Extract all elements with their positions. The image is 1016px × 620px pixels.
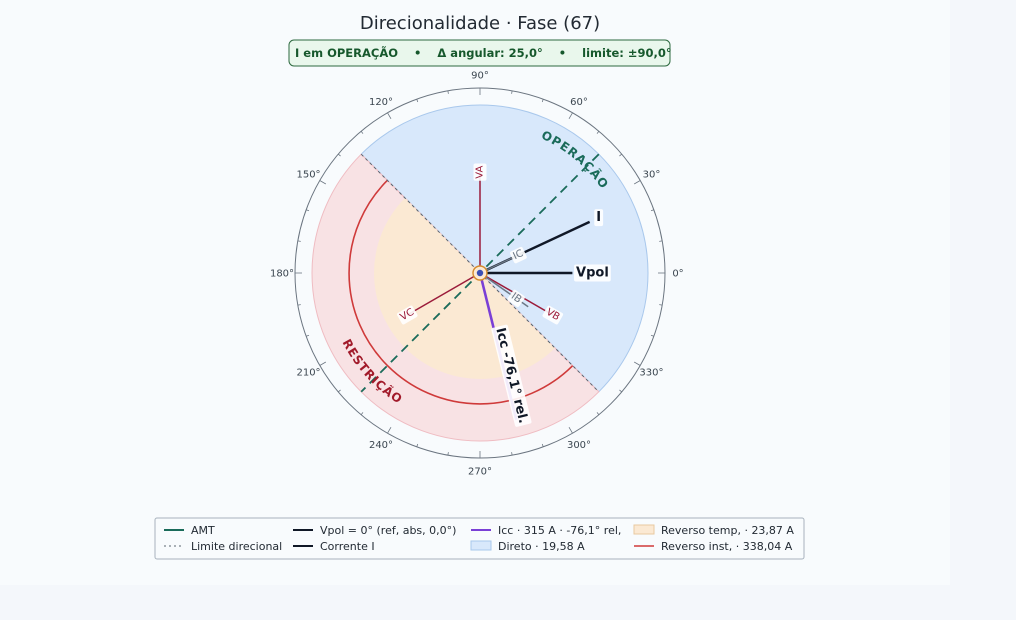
angle-tick — [511, 452, 513, 456]
angle-tick — [619, 389, 622, 393]
angle-tick — [659, 240, 663, 242]
status-badge-delta: Δ angular: 25,0° — [437, 46, 542, 60]
angle-tick — [659, 304, 663, 306]
angle-tick — [360, 412, 364, 415]
chart-title: Direcionalidade · Fase (67) — [360, 13, 600, 34]
angle-tick-label: 180° — [270, 269, 294, 280]
legend-label: Reverso temp, · 23,87 A — [661, 524, 794, 537]
legend-label: AMT — [191, 524, 215, 537]
angle-tick — [511, 90, 513, 94]
angle-tick-label: 210° — [296, 368, 320, 379]
legend-label: Direto · 19,58 A — [498, 540, 585, 553]
angle-tick-label: 150° — [296, 170, 320, 181]
legend-item-rev_inst: Reverso inst, · 338,04 A — [634, 540, 793, 553]
angle-tick — [387, 112, 392, 120]
angle-tick — [306, 209, 310, 212]
status-badge: I em OPERAÇÃO • Δ angular: 25,0° • limit… — [288, 39, 672, 67]
angle-tick — [650, 209, 654, 212]
legend-item-direct: Direto · 19,58 A — [470, 540, 585, 553]
status-badge-limit: limite: ±90,0° — [582, 46, 671, 60]
angle-tick — [568, 112, 573, 120]
angle-tick — [338, 153, 341, 157]
vector-label: VA — [475, 166, 486, 179]
angle-tick-label: 330° — [639, 368, 663, 379]
angle-ticks — [295, 88, 665, 458]
angle-tick-label: 90° — [471, 71, 489, 82]
angle-tick — [338, 389, 341, 393]
angle-tick — [416, 443, 419, 447]
angle-tick — [306, 334, 310, 337]
legend-swatch — [633, 524, 655, 535]
legend-label: Vpol = 0° (ref, abs, 0,0°) — [320, 524, 456, 537]
status-badge-sep-1: • — [414, 46, 421, 60]
angle-tick — [633, 361, 641, 366]
status-badge-text: I em OPERAÇÃO • Δ angular: 25,0° • limit… — [295, 45, 672, 60]
legend-item-limit: Limite direcional — [164, 540, 282, 553]
angle-tick — [387, 426, 392, 434]
angle-tick — [297, 304, 301, 306]
legend-label: Icc · 315 A · -76,1° rel, — [498, 524, 621, 537]
angle-tick — [319, 361, 327, 366]
legend-label: Reverso inst, · 338,04 A — [661, 540, 793, 553]
angle-tick-label: 30° — [643, 170, 661, 181]
legend-label: Limite direcional — [191, 540, 282, 553]
angle-tick-label: 120° — [369, 97, 393, 108]
status-badge-status: I em OPERAÇÃO — [295, 45, 398, 60]
origin-center — [476, 269, 484, 277]
angle-tick — [416, 99, 419, 103]
angle-tick-label: 240° — [369, 440, 393, 451]
legend-item-current: Corrente I — [293, 540, 375, 553]
legend-item-amt: AMT — [164, 524, 215, 537]
angle-tick — [319, 180, 327, 185]
angle-tick — [568, 426, 573, 434]
angle-tick-label: 0° — [672, 269, 683, 280]
angle-tick — [633, 180, 641, 185]
angle-tick — [650, 334, 654, 337]
legend-item-icc: Icc · 315 A · -76,1° rel, — [471, 524, 621, 537]
vector-label: IC — [512, 248, 526, 262]
angle-tick-label: 60° — [570, 97, 588, 108]
angle-tick — [596, 131, 600, 134]
polar-area: 0° 30° 60° 90° 120° 150° 180° 210° 240° 270° 300° 3… — [270, 71, 684, 478]
angle-tick — [541, 99, 544, 103]
angle-tick-label: 300° — [567, 440, 591, 451]
legend-swatch — [470, 540, 492, 551]
angle-tick — [297, 240, 301, 242]
vector-label: I — [596, 210, 601, 225]
angle-tick-labels: 0° 30° 60° 90° 120° 150° 180° 210° 240° 270° 300° 3… — [270, 71, 684, 478]
angle-tick-label: 270° — [468, 467, 492, 478]
legend-item-rev_temp: Reverso temp, · 23,87 A — [633, 524, 794, 537]
legend-item-vpol: Vpol = 0° (ref, abs, 0,0°) — [293, 524, 456, 537]
angle-tick — [447, 452, 449, 456]
chart-figure: Direcionalidade · Fase (67) I em OPERAÇÃ… — [154, 13, 805, 560]
polar-chart: Direcionalidade · Fase (67) I em OPERAÇÃ… — [154, 13, 805, 560]
angle-tick — [447, 90, 449, 94]
legend-label: Corrente I — [320, 540, 375, 553]
legend: AMT Limite direcional Vpol = 0° (ref, abs,… — [154, 517, 805, 560]
vector-vc — [406, 272, 481, 316]
vector-label: Vpol — [576, 266, 609, 281]
angle-tick — [619, 153, 622, 157]
status-badge-sep-2: • — [559, 46, 566, 60]
angle-tick — [360, 131, 364, 134]
angle-tick — [596, 412, 600, 415]
angle-tick — [541, 443, 544, 447]
